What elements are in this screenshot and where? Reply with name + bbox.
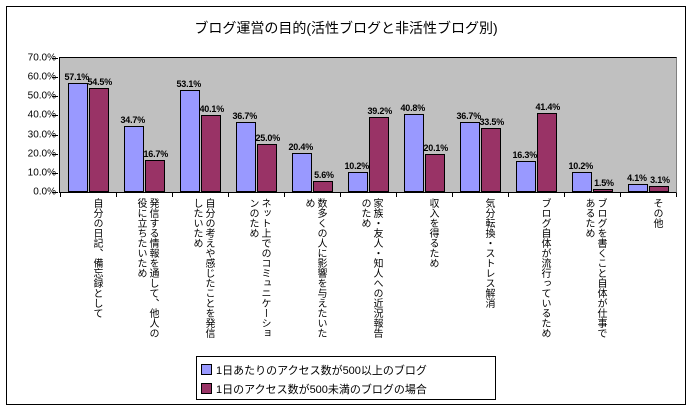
bar-series-b: [144, 160, 165, 192]
bars-layer: 57.1% 54.5% 34.7% 16.7% 53.1% 40.1% 36.7% 25.0%…: [60, 58, 676, 192]
bar-series-a: [571, 172, 592, 192]
y-axis: 70.0% 60.0% 50.0% 40.0% 30.0% 20.0% 10.0% 0.0%: [0, 52, 58, 198]
bar-series-b: [200, 115, 221, 192]
x-axis-tick-mark: [116, 193, 117, 197]
bar-series-b: [256, 144, 277, 192]
bar-value-label: 33.5%: [479, 116, 505, 127]
y-axis-tick-label: 10.0%: [27, 167, 56, 179]
x-axis-category-label: 気分転換・ストレス解消: [483, 198, 494, 308]
y-axis-tick-label: 30.0%: [27, 129, 56, 141]
bar-series-a: [67, 82, 88, 192]
y-axis-tick-mark: [52, 172, 58, 174]
bar-value-label: 16.3%: [512, 149, 538, 160]
bar-series-a: [179, 90, 200, 192]
x-axis-tick-mark: [508, 193, 509, 197]
bar-series-a: [235, 121, 256, 192]
bar-series-a: [347, 172, 368, 192]
legend-label-series-a: 1日あたりのアクセス数が500以上のブログ: [216, 364, 427, 377]
bar-value-label: 54.5%: [87, 76, 113, 87]
bar-value-label: 39.2%: [367, 105, 393, 116]
x-axis-category-label: 収入を得るため: [427, 198, 438, 268]
bar-value-label: 20.4%: [288, 141, 314, 152]
legend-item-series-b[interactable]: 1日のアクセス数が500未満のブログの場合: [201, 379, 491, 398]
bar-value-label: 5.6%: [314, 170, 334, 181]
bar-value-label: 10.2%: [568, 161, 594, 172]
bar-value-label: 25.0%: [255, 133, 281, 144]
bar-value-label: 40.1%: [199, 104, 225, 115]
bar-value-label: 16.7%: [143, 149, 169, 160]
y-axis-tick-mark: [52, 58, 58, 59]
bar-series-b: [88, 87, 109, 192]
y-axis-tick-mark: [52, 192, 58, 193]
chart-title: ブログ運営の目的(活性ブログと非活性ブログ別): [194, 20, 498, 36]
x-axis-category-label: その他: [651, 198, 662, 228]
bar-value-label: 20.1%: [423, 142, 449, 153]
bar-series-a: [123, 125, 144, 192]
x-axis-tick-mark: [620, 193, 621, 197]
legend-label-series-b: 1日のアクセス数が500未満のブログの場合: [216, 383, 427, 396]
bar-value-label: 3.1%: [650, 175, 670, 186]
x-axis-tick-mark: [452, 193, 453, 197]
bar-value-label: 36.7%: [232, 110, 258, 121]
bar-value-label: 41.4%: [535, 101, 561, 112]
bar-value-label: 34.7%: [120, 114, 146, 125]
bar-series-b: [592, 189, 613, 192]
y-axis-tick-mark: [52, 115, 58, 117]
bar-series-a: [291, 152, 312, 192]
x-axis-tick-mark: [60, 193, 61, 197]
bar-series-b: [648, 186, 669, 192]
y-axis-tick-label: 60.0%: [27, 71, 56, 83]
x-axis-category-label: 家族・友人・知人への近況報告のため: [359, 198, 382, 338]
x-axis-category-label: ブログを書くこと自体が仕事であるため: [583, 198, 606, 338]
x-axis-category-label: ブログ自体が流行っているため: [539, 198, 550, 338]
x-axis-category-label: 数多くの人に影響を与えたいため: [303, 198, 326, 338]
x-axis-labels: 自分の日記、備忘録として 発信する情報を通して、他人の役に立ちたいため 自分の考えや…: [60, 198, 676, 348]
x-axis-category-label: 自分の考えや感じたことを発信したいため: [191, 198, 214, 338]
bar-series-b: [312, 181, 333, 192]
x-axis-tick-mark: [676, 193, 677, 197]
y-axis-tick-mark: [52, 77, 58, 79]
bar-value-label: 4.1%: [627, 173, 647, 184]
bar-series-a: [627, 184, 648, 192]
bar-series-a: [459, 121, 480, 192]
bar-value-label: 53.1%: [176, 79, 202, 90]
x-axis-tick-mark: [172, 193, 173, 197]
bar-value-label: 36.7%: [456, 110, 482, 121]
legend-swatch-icon-series-a: [201, 364, 212, 375]
bar-value-label: 1.5%: [594, 178, 614, 189]
bar-series-b: [424, 153, 445, 192]
legend-swatch-icon-series-b: [201, 383, 212, 394]
x-axis-category-label: 発信する情報を通して、他人の役に立ちたいため: [135, 198, 158, 338]
y-axis-tick-label: 70.0%: [27, 52, 56, 64]
x-axis-category-label: 自分の日記、備忘録として: [91, 198, 102, 318]
bar-value-label: 40.8%: [400, 102, 426, 113]
x-axis-tick-mark: [340, 193, 341, 197]
y-axis-tick-mark: [52, 153, 58, 155]
y-axis-tick-mark: [52, 96, 58, 98]
bar-series-b: [368, 116, 389, 192]
y-axis-tick-label: 20.0%: [27, 148, 56, 160]
x-axis-category-label: ネット上でのコミュニケーションのため: [247, 198, 270, 338]
x-axis-tick-mark: [228, 193, 229, 197]
bar-value-label: 10.2%: [344, 161, 370, 172]
bar-series-b: [480, 127, 501, 192]
bar-series-b: [536, 112, 557, 192]
bar-series-a: [515, 160, 536, 192]
chart-legend: 1日あたりのアクセス数が500以上のブログ 1日のアクセス数が500未満のブログ…: [196, 356, 496, 400]
x-axis-tick-mark: [564, 193, 565, 197]
x-axis-tick-mark: [396, 193, 397, 197]
x-axis-tick-mark: [284, 193, 285, 197]
y-axis-tick-label: 50.0%: [27, 90, 56, 102]
legend-item-series-a[interactable]: 1日あたりのアクセス数が500以上のブログ: [201, 360, 491, 379]
y-axis-tick-label: 0.0%: [33, 186, 56, 198]
y-axis-tick-label: 40.0%: [27, 109, 56, 121]
bar-series-a: [403, 113, 424, 192]
y-axis-tick-mark: [52, 134, 58, 136]
bar-value-label: 57.1%: [64, 71, 90, 82]
